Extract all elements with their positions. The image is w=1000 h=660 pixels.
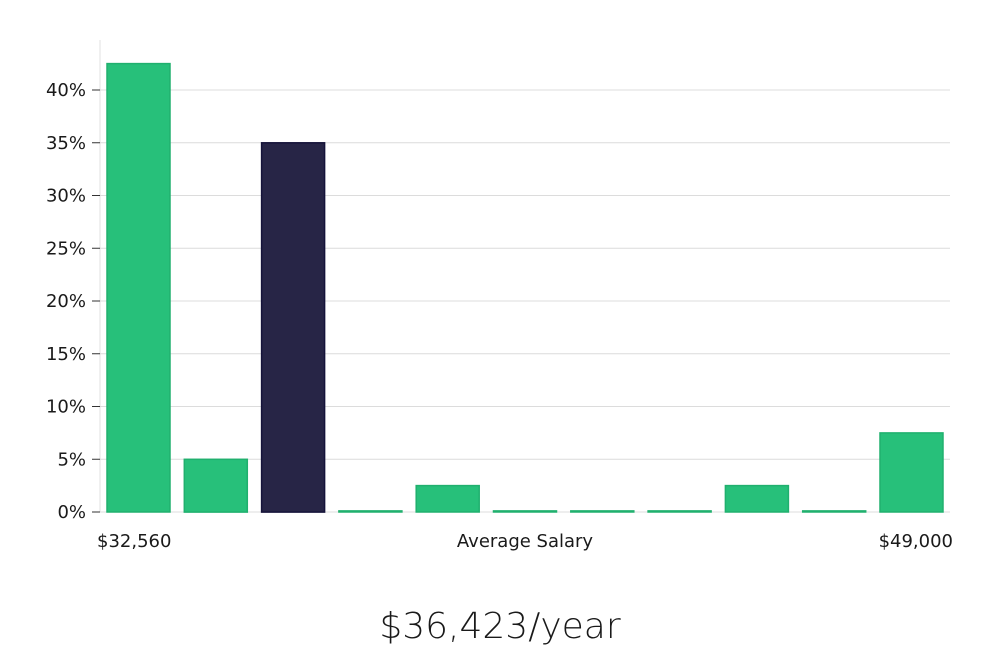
bars — [106, 62, 944, 513]
y-axis-ticks: 0% 5% 10% 15% 20% 25% 30% 35% 40% — [46, 80, 100, 523]
bar-highlighted — [260, 142, 326, 513]
x-axis: $32,560 Average Salary $49,000 — [97, 531, 953, 552]
bar — [338, 510, 403, 513]
average-salary-summary: $36,423/year — [379, 606, 621, 647]
y-tick-label: 20% — [46, 291, 86, 312]
bar — [724, 484, 790, 513]
y-tick-label: 40% — [46, 80, 86, 101]
bar — [415, 484, 480, 513]
x-axis-title: Average Salary — [457, 531, 594, 552]
grid-lines — [99, 40, 950, 513]
salary-distribution-chart: 0% 5% 10% 15% 20% 25% 30% 35% 40% $32,560 Averag… — [46, 40, 953, 552]
bar — [879, 432, 944, 513]
x-range-max-label: $49,000 — [879, 531, 953, 552]
y-tick-label: 30% — [46, 186, 86, 207]
y-tick-label: 0% — [57, 502, 86, 523]
bar — [492, 510, 558, 513]
bar — [647, 510, 712, 513]
y-tick-label: 5% — [57, 449, 86, 470]
bar — [183, 458, 249, 513]
y-tick-label: 35% — [46, 133, 86, 154]
bar — [106, 62, 171, 513]
x-range-min-label: $32,560 — [97, 531, 171, 552]
y-tick-label: 10% — [46, 397, 86, 418]
y-tick-label: 15% — [46, 344, 86, 365]
bar — [801, 510, 867, 513]
y-tick-label: 25% — [46, 238, 86, 259]
bar — [570, 510, 635, 513]
